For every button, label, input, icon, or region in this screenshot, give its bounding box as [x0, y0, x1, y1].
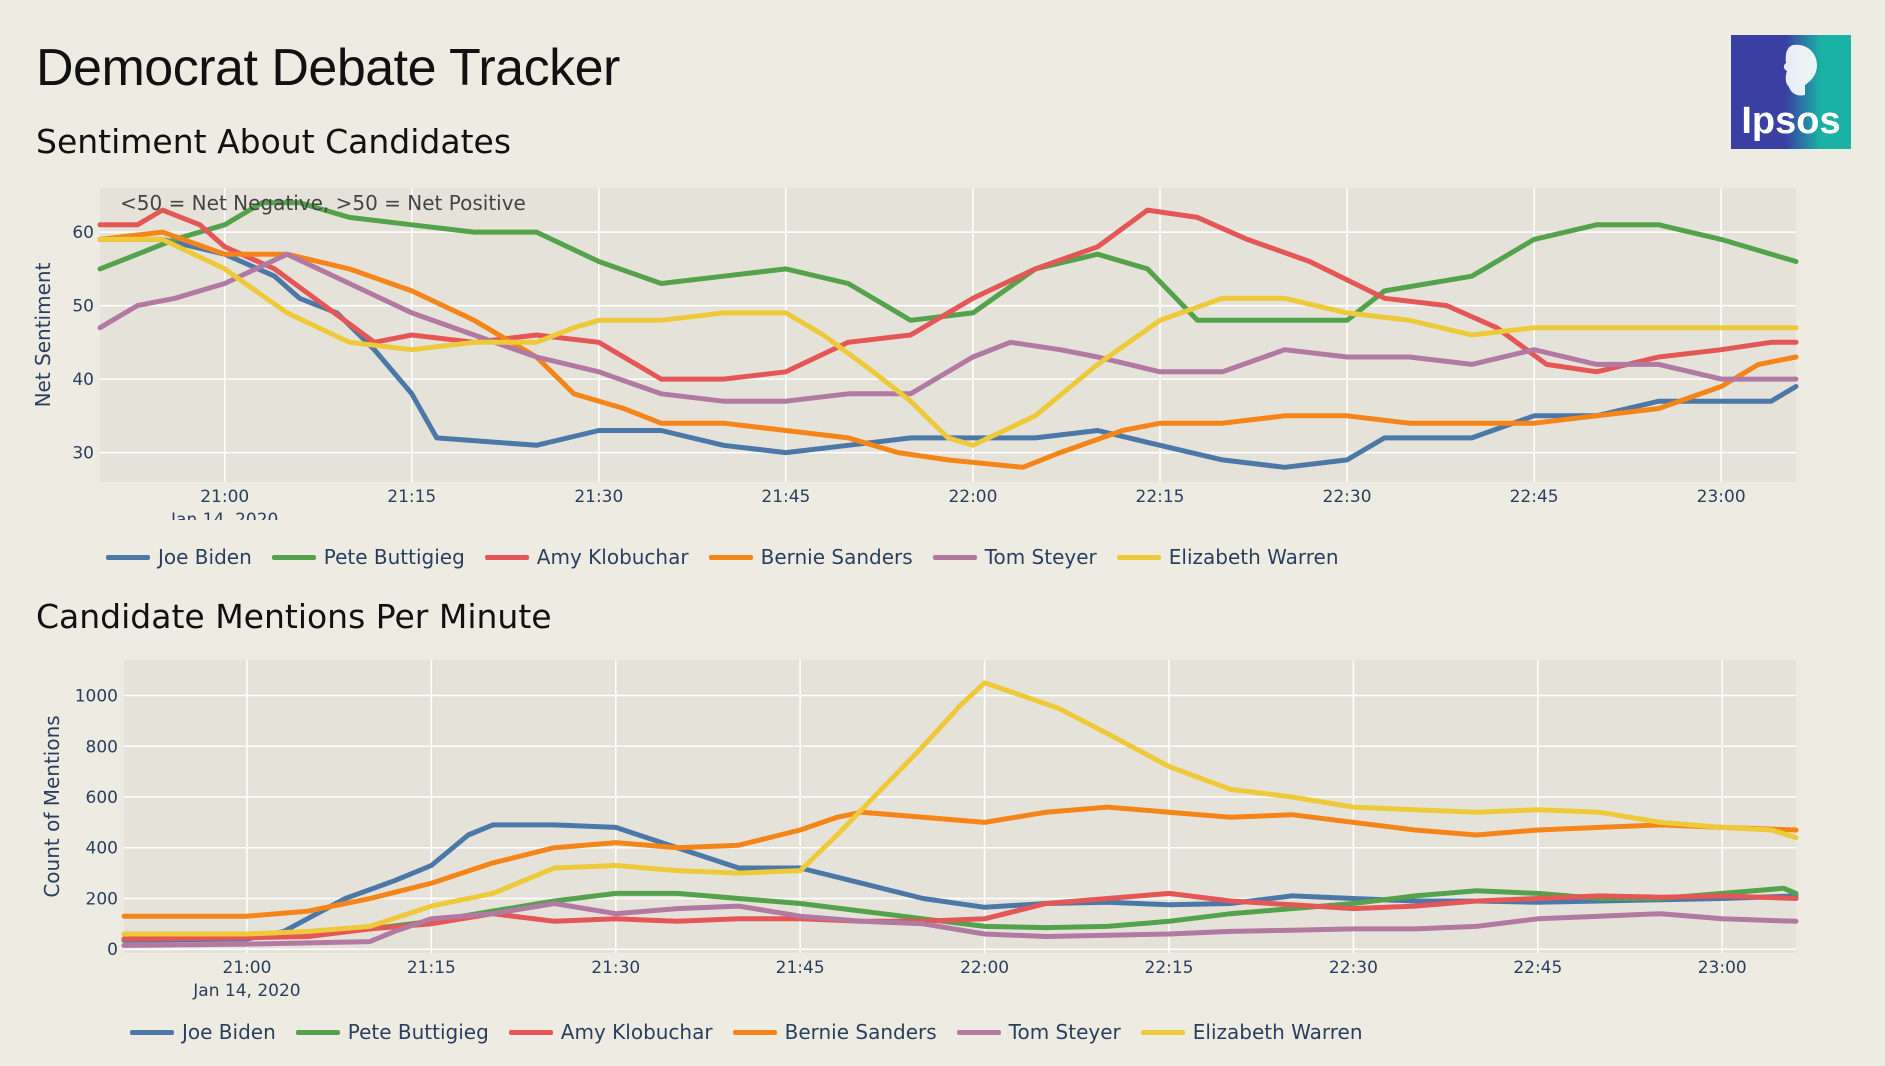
mentions-legend-label: Joe Biden — [182, 1020, 276, 1044]
sentiment-x-tick-label: 21:45 — [761, 487, 810, 507]
sentiment-legend-swatch — [932, 554, 977, 560]
mentions-x-tick-label: 21:15 — [407, 958, 456, 978]
mentions-line-tom-steyer — [121, 901, 1799, 948]
mentions-legend-swatch — [1140, 1029, 1185, 1035]
sentiment-chart-title: Sentiment About Candidates — [36, 122, 512, 161]
sentiment-legend-item-tom-steyer[interactable]: Tom Steyer — [932, 545, 1097, 569]
sentiment-legend-label: Joe Biden — [158, 545, 252, 569]
sentiment-legend-item-elizabeth-warren[interactable]: Elizabeth Warren — [1116, 545, 1339, 569]
mentions-y-tick-label: 600 — [86, 788, 118, 808]
mentions-line-elizabeth-warren — [121, 680, 1799, 937]
mentions-legend-item-elizabeth-warren[interactable]: Elizabeth Warren — [1140, 1020, 1363, 1044]
ipsos-logo: Ipsos — [1731, 35, 1851, 149]
sentiment-legend: Joe Biden Pete Buttigieg Amy Klobuchar Bern… — [106, 545, 1359, 569]
mentions-y-tick-label: 800 — [86, 737, 118, 757]
sentiment-legend-swatch — [106, 554, 150, 560]
sentiment-y-tick-label: 40 — [72, 370, 94, 390]
mentions-x-tick-label: 22:45 — [1513, 958, 1562, 978]
mentions-legend-swatch — [508, 1029, 553, 1035]
mentions-legend-label: Bernie Sanders — [784, 1020, 937, 1044]
sentiment-annotation: <50 = Net Negative, >50 = Net Positive — [120, 191, 526, 215]
mentions-x-tick-label: 23:00 — [1698, 958, 1747, 978]
sentiment-legend-swatch — [484, 554, 529, 560]
mentions-legend-swatch — [956, 1029, 1001, 1035]
sentiment-x-tick-label: 22:15 — [1136, 487, 1185, 507]
mentions-line-amy-klobuchar — [121, 890, 1799, 942]
mentions-x-tick-label: 22:30 — [1329, 958, 1378, 978]
sentiment-x-tick-label: 21:15 — [387, 487, 436, 507]
sentiment-chart: 21:00 21:15 21:30 21:45 22:00 22:15 22:30 22:45… — [31, 188, 1799, 520]
mentions-y-tick-label: 0 — [107, 940, 118, 960]
sentiment-plot-area — [100, 188, 1796, 482]
sentiment-legend-label: Amy Klobuchar — [536, 545, 689, 569]
sentiment-line-bernie-sanders — [97, 229, 1799, 470]
mentions-x-tick-label: 22:00 — [960, 958, 1009, 978]
mentions-x-tick-label: 21:30 — [591, 958, 640, 978]
mentions-y-axis-title: Count of Mentions — [40, 715, 64, 897]
mentions-y-tick-label: 400 — [86, 839, 118, 859]
mentions-chart-title: Candidate Mentions Per Minute — [36, 597, 552, 636]
mentions-legend-label: Tom Steyer — [1008, 1020, 1121, 1044]
mentions-legend-swatch — [732, 1029, 777, 1035]
sentiment-legend-label: Pete Buttigieg — [323, 545, 465, 569]
mentions-line-bernie-sanders — [121, 804, 1799, 919]
mentions-legend-item-tom-steyer[interactable]: Tom Steyer — [956, 1020, 1121, 1044]
sentiment-legend-item-joe-biden[interactable]: Joe Biden — [106, 545, 252, 569]
logo-text: Ipsos — [1741, 100, 1840, 142]
mentions-legend-swatch — [130, 1029, 174, 1035]
sentiment-date-label: Jan 14, 2020 — [170, 510, 278, 520]
mentions-x-tick-label: 21:00 — [222, 958, 271, 978]
mentions-legend-item-amy-klobuchar[interactable]: Amy Klobuchar — [508, 1020, 713, 1044]
mentions-x-tick-label: 22:15 — [1145, 958, 1194, 978]
sentiment-line-pete-buttigieg — [97, 200, 1799, 323]
sentiment-y-tick-label: 30 — [72, 444, 94, 464]
sentiment-x-tick-label: 22:00 — [948, 487, 997, 507]
mentions-date-label: Jan 14, 2020 — [192, 981, 300, 1001]
mentions-chart: 21:00 21:15 21:30 21:45 22:00 22:15 22:30 22:45… — [40, 660, 1799, 1001]
sentiment-x-tick-label: 21:00 — [200, 487, 249, 507]
sentiment-legend-label: Tom Steyer — [984, 545, 1097, 569]
sentiment-legend-swatch — [271, 554, 316, 560]
sentiment-legend-swatch — [708, 554, 753, 560]
mentions-legend-label: Elizabeth Warren — [1192, 1020, 1363, 1044]
sentiment-y-tick-label: 50 — [72, 297, 94, 317]
mentions-legend-swatch — [295, 1029, 340, 1035]
sentiment-x-tick-label: 22:30 — [1323, 487, 1372, 507]
mentions-x-tick-label: 21:45 — [776, 958, 825, 978]
sentiment-legend-item-pete-buttigieg[interactable]: Pete Buttigieg — [271, 545, 465, 569]
sentiment-x-tick-label: 23:00 — [1697, 487, 1746, 507]
mentions-y-tick-label: 200 — [86, 889, 118, 909]
mentions-legend-item-bernie-sanders[interactable]: Bernie Sanders — [732, 1020, 937, 1044]
sentiment-line-elizabeth-warren — [97, 236, 1799, 448]
sentiment-legend-swatch — [1116, 554, 1161, 560]
head-silhouette-icon — [1783, 44, 1817, 96]
mentions-legend-item-pete-buttigieg[interactable]: Pete Buttigieg — [295, 1020, 489, 1044]
sentiment-legend-label: Elizabeth Warren — [1168, 545, 1339, 569]
sentiment-x-tick-label: 21:30 — [574, 487, 623, 507]
mentions-legend-label: Pete Buttigieg — [347, 1020, 489, 1044]
page-title: Democrat Debate Tracker — [36, 39, 620, 97]
mentions-y-tick-label: 1000 — [75, 687, 118, 707]
sentiment-x-tick-label: 22:45 — [1510, 487, 1559, 507]
sentiment-line-tom-steyer — [97, 251, 1799, 404]
sentiment-legend-item-bernie-sanders[interactable]: Bernie Sanders — [708, 545, 913, 569]
sentiment-y-axis-title: Net Sentiment — [31, 262, 55, 407]
sentiment-y-tick-label: 60 — [72, 223, 94, 243]
mentions-legend: Joe Biden Pete Buttigieg Amy Klobuchar Bern… — [130, 1020, 1383, 1044]
mentions-legend-item-joe-biden[interactable]: Joe Biden — [130, 1020, 276, 1044]
mentions-legend-label: Amy Klobuchar — [560, 1020, 713, 1044]
sentiment-legend-item-amy-klobuchar[interactable]: Amy Klobuchar — [484, 545, 689, 569]
sentiment-legend-label: Bernie Sanders — [760, 545, 913, 569]
